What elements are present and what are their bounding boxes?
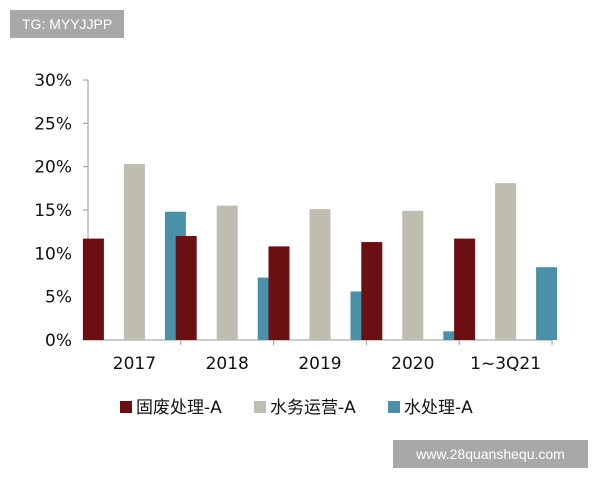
y-tick-label: 20% xyxy=(34,158,72,178)
bar-b-0 xyxy=(123,164,145,340)
legend-swatch xyxy=(254,401,266,413)
bar-b-1 xyxy=(216,205,238,340)
y-axis: 0% 5% 10% 15% 20% 25% 30% xyxy=(34,71,89,351)
y-tick-label: 10% xyxy=(34,244,72,264)
x-tick-label: 2017 xyxy=(113,354,156,374)
y-tick-label: 25% xyxy=(34,114,72,134)
y-tick-label: 15% xyxy=(34,201,72,221)
bar-a-0 xyxy=(82,238,104,340)
x-tick-label: 2018 xyxy=(206,354,249,374)
bar-c-3 xyxy=(443,331,465,340)
bar-c-4 xyxy=(536,267,558,340)
y-tick-label: 5% xyxy=(45,288,72,308)
x-axis: 2017 2018 2019 2020 1~3Q21 xyxy=(88,339,553,374)
legend: 固废处理-A 水务运营-A 水处理-A xyxy=(120,398,473,418)
y-tick-label: 0% xyxy=(45,331,72,351)
bar-a-4 xyxy=(454,238,476,340)
bar-b-2 xyxy=(309,209,331,340)
bar-a-2 xyxy=(268,246,290,340)
bar-a-1 xyxy=(175,236,197,340)
x-tick-label: 1~3Q21 xyxy=(470,354,541,374)
bars xyxy=(82,164,558,340)
legend-swatch xyxy=(388,401,400,413)
bar-a-3 xyxy=(361,242,383,340)
x-tick-label: 2020 xyxy=(391,354,434,374)
watermark: www.28quanshequ.com xyxy=(393,440,588,468)
legend-label: 水务运营-A xyxy=(270,398,356,418)
y-tick-label: 30% xyxy=(34,71,72,91)
legend-swatch xyxy=(120,401,132,413)
legend-label: 水处理-A xyxy=(404,398,473,418)
bar-b-3 xyxy=(402,210,424,340)
legend-label: 固废处理-A xyxy=(136,398,222,418)
tg-badge: TG: MYYJJPP xyxy=(10,10,125,38)
bar-b-4 xyxy=(495,183,517,340)
x-tick-label: 2019 xyxy=(298,354,341,374)
